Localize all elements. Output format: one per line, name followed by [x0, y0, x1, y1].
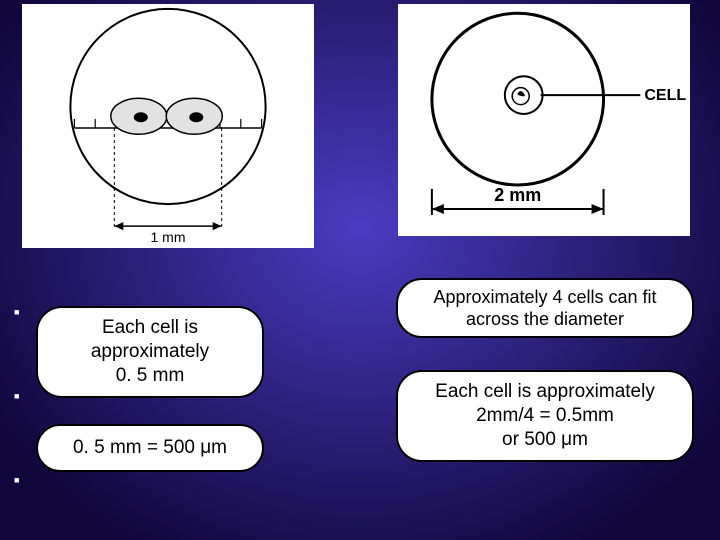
bubble-text: Each cell is approximately2mm/4 = 0.5mmo…	[435, 380, 655, 451]
slide-root: 1 mm CELL 2 mm ■■■ Each cell isapproximat…	[0, 0, 720, 540]
svg-text:CELL: CELL	[644, 87, 686, 104]
bubble-left-top: Each cell isapproximately0. 5 mm	[36, 306, 264, 398]
right-figure: CELL 2 mm	[398, 4, 690, 236]
bubble-left-bottom: 0. 5 mm = 500 μm	[36, 424, 264, 472]
bubble-text: 0. 5 mm = 500 μm	[73, 436, 227, 460]
left-figure-svg: 1 mm	[22, 4, 314, 248]
bubble-text: Each cell isapproximately0. 5 mm	[91, 316, 209, 387]
bubble-text: Approximately 4 cells can fitacross the …	[433, 286, 656, 331]
right-figure-svg: CELL 2 mm	[398, 4, 690, 236]
svg-text:2 mm: 2 mm	[494, 185, 541, 205]
left-figure: 1 mm	[22, 4, 314, 248]
bubble-right-top: Approximately 4 cells can fitacross the …	[396, 278, 694, 338]
bubble-right-bottom: Each cell is approximately2mm/4 = 0.5mmo…	[396, 370, 694, 462]
list-bullets: ■■■	[14, 270, 19, 522]
svg-text:1 mm: 1 mm	[151, 229, 186, 245]
